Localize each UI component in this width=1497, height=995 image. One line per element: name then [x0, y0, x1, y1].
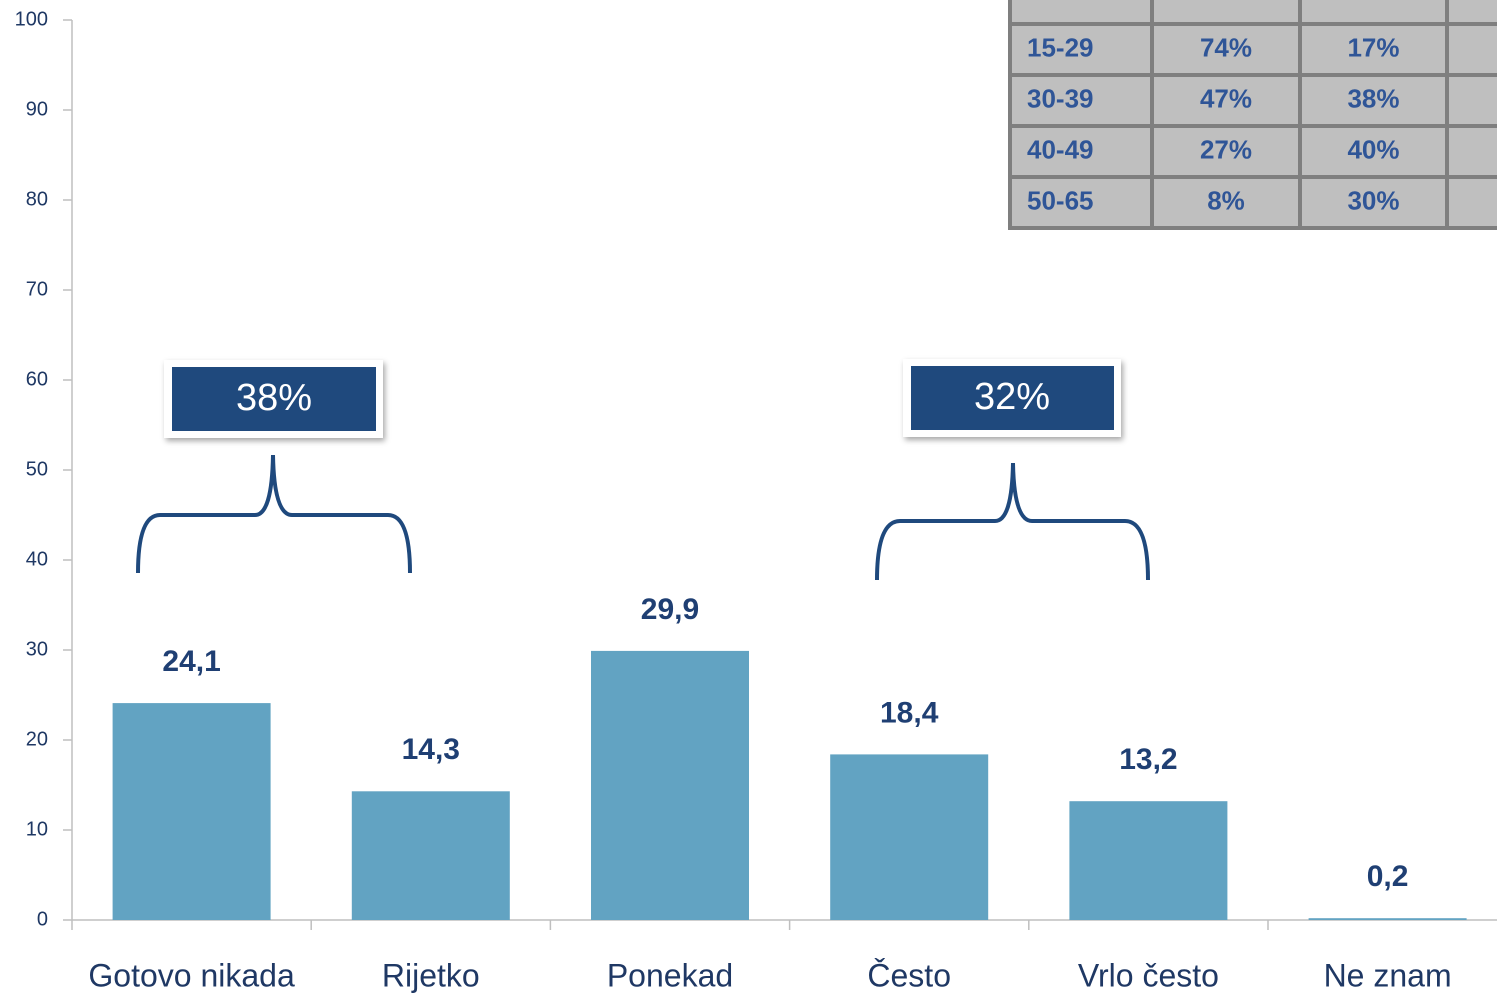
table-cell [1445, 73, 1497, 128]
table-cell-text: 38% [1347, 83, 1399, 113]
table-cell-text: 50-65 [1027, 185, 1094, 215]
value-label: 13,2 [1119, 743, 1177, 776]
table-cell-text: 30-39 [1027, 83, 1094, 113]
table-cell-text: 8% [1207, 185, 1245, 215]
table-cell [1445, 175, 1497, 230]
value-label: 14,3 [402, 733, 460, 766]
x-tick-label: Gotovo nikada [88, 957, 295, 993]
x-tick-label: Ponekad [607, 957, 733, 993]
bar [1308, 918, 1467, 920]
inset-table: 15-29 74% 17% 30-39 47% 38% 40-49 27% 40% 50-65 8%… [1008, 0, 1497, 230]
bar [112, 703, 271, 920]
table-cell-text: 40-49 [1027, 134, 1094, 164]
x-tick-label: Ne znam [1324, 957, 1452, 993]
y-tick-label: 90 [26, 98, 48, 120]
bar [591, 650, 749, 920]
annotation: 32% [974, 376, 1050, 418]
y-tick-label: 20 [26, 728, 48, 750]
value-label: 24,1 [162, 645, 220, 678]
table-background [1010, 0, 1497, 228]
table-cell-text: 47% [1200, 83, 1252, 113]
x-tick-label: Vrlo često [1078, 957, 1219, 993]
table-cell-text: 74% [1200, 32, 1252, 62]
table-cell [1445, 124, 1497, 179]
y-tick-label: 80 [26, 188, 48, 210]
y-tick-label: 50 [26, 458, 48, 480]
table-cell-text: 27% [1200, 134, 1252, 164]
table-cell [1445, 22, 1497, 77]
brace [875, 462, 1150, 581]
value-label: 29,9 [641, 593, 699, 626]
y-tick-label: 60 [26, 368, 48, 390]
value-label: 18,4 [880, 696, 939, 729]
y-tick-label: 30 [26, 638, 48, 660]
y-tick-label: 0 [37, 908, 48, 930]
table-cell-text: 17% [1347, 32, 1399, 62]
y-tick-label: 10 [26, 818, 48, 840]
bar [830, 754, 989, 920]
brace [136, 454, 412, 574]
y-tick-label: 100 [15, 8, 48, 30]
value-label: 0,2 [1367, 860, 1409, 893]
bar [351, 791, 510, 920]
bar [1069, 801, 1228, 920]
annotation-box [172, 367, 376, 431]
table-cell-text: 30% [1347, 185, 1399, 215]
table-cell-text: 15-29 [1027, 32, 1094, 62]
x-tick-label: Rijetko [382, 957, 480, 993]
annotation-box [911, 366, 1114, 430]
annotation: 38% [236, 377, 312, 419]
y-tick-label: 70 [26, 278, 48, 300]
x-tick-label: Često [867, 957, 951, 993]
y-tick-label: 40 [26, 548, 48, 570]
table-cell-text: 40% [1347, 134, 1399, 164]
